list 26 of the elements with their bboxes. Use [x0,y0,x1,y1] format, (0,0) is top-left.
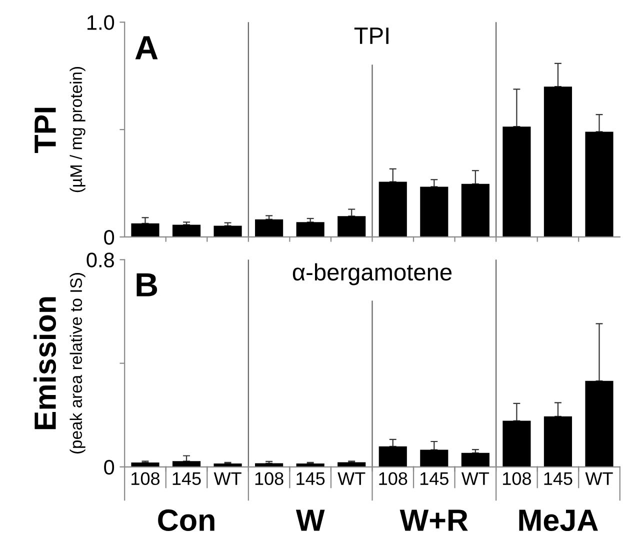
chart-title: α-bergamotene [292,263,452,286]
x-tick-label: 108 [379,472,408,486]
x-tick-label: 145 [172,472,201,486]
text: MeJA [519,510,598,532]
y-tick-label: 0.8 [86,252,114,268]
x-tick-label: 145 [544,472,572,486]
annotation: B [136,273,158,296]
x-tick-label: 108 [255,472,284,486]
chart-title: TPI [354,28,388,44]
annotation: A [135,36,158,60]
y-tick-label: 0 [104,230,114,245]
text: Con [158,509,214,532]
x-tick-label: 108 [503,472,531,486]
y-tick-label: 1.0 [88,15,114,30]
text: W+R [400,510,468,531]
x-tick-label: WT [461,472,490,485]
y-axis-title: Emission (peak area relative to IS) [34,273,86,454]
text: W [296,510,325,531]
x-tick-label: 145 [296,472,325,486]
x-tick-label: WT [214,472,242,485]
x-tick-label: WT [585,472,613,485]
x-tick-label: 108 [132,472,160,486]
x-tick-label: WT [338,472,366,485]
y-axis-title: TPI (µM / mg protein) [34,66,86,192]
y-tick-label: 0 [104,460,114,475]
x-tick-label: 145 [420,472,448,486]
